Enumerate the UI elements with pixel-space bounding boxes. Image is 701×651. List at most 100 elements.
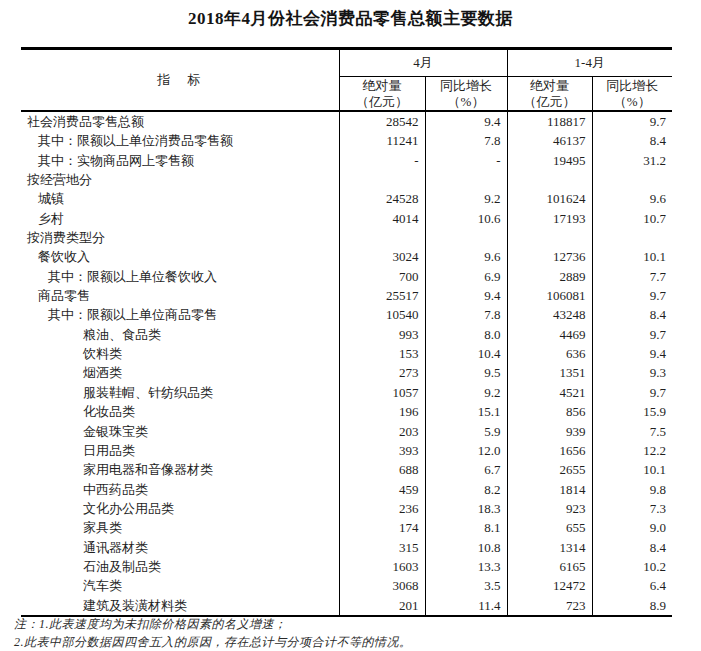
row-value-cell: 1656 [507,441,592,460]
header-line: （%） [426,94,507,110]
row-value-cell: 43248 [507,305,592,324]
row-indicator-label: 服装鞋帽、针纺织品类 [21,383,339,402]
row-indicator-label: 汽车类 [21,576,339,595]
row-indicator-label: 化妆品类 [21,402,339,421]
header-line: 绝对量 [508,78,592,94]
row-indicator-label: 金银珠宝类 [21,422,339,441]
col-group-april: 4月 [339,49,507,77]
header-line: （%） [593,94,673,110]
header-line: （亿元） [508,94,592,110]
row-value-cell: 856 [507,402,592,421]
header-line: 绝对量 [340,78,425,94]
row-indicator-label: 家用电器和音像器材类 [21,460,339,479]
col-header-jan-apr-yoy: 同比增长 （%） [592,77,672,112]
table-row: 通讯器材类31510.813148.4 [21,538,672,557]
col-header-indicator: 指 标 [21,49,339,112]
row-value-cell [507,228,592,247]
row-value-cell: 174 [339,518,425,537]
row-value-cell: 15.9 [592,402,672,421]
page-title: 2018年4月份社会消费品零售总额主要数据 [0,7,701,30]
row-value-cell: 1314 [507,538,592,557]
row-value-cell: 1603 [339,557,425,576]
row-value-cell: 7.8 [425,305,507,324]
table-row: 服装鞋帽、针纺织品类10579.245219.7 [21,383,672,402]
row-value-cell: 17193 [507,209,592,228]
row-value-cell: 4469 [507,325,592,344]
row-value-cell: 393 [339,441,425,460]
table-row: 金银珠宝类2035.99397.5 [21,422,672,441]
row-value-cell: 8.4 [592,131,672,150]
row-value-cell: 6.7 [425,460,507,479]
row-value-cell: 10.7 [592,209,672,228]
table-row: 按经营地分 [21,170,672,189]
row-value-cell: 9.7 [592,111,672,131]
row-indicator-label: 饮料类 [21,344,339,363]
row-value-cell: 12472 [507,576,592,595]
footnotes: 注：1.此表速度均为未扣除价格因素的名义增速； 2.此表中部分数据因四舍五入的原… [14,616,412,651]
row-indicator-label: 其中：限额以上单位餐饮收入 [21,267,339,286]
row-value-cell: 2655 [507,460,592,479]
row-value-cell: 7.5 [592,422,672,441]
row-value-cell: 10.8 [425,538,507,557]
row-value-cell: 4521 [507,383,592,402]
col-group-jan-apr: 1-4月 [507,49,672,77]
row-value-cell: 9.7 [592,325,672,344]
row-value-cell: 939 [507,422,592,441]
row-value-cell: 9.6 [425,247,507,266]
row-value-cell: 3024 [339,247,425,266]
data-table: 指 标 4月 1-4月 绝对量 （亿元） 同比增长 （%） 绝对量 （ [21,47,672,617]
row-value-cell: 6165 [507,557,592,576]
table-row: 化妆品类19615.185615.9 [21,402,672,421]
row-indicator-label: 建筑及装潢材料类 [21,596,339,616]
row-value-cell: 993 [339,325,425,344]
row-value-cell: 7.7 [592,267,672,286]
row-value-cell: 3068 [339,576,425,595]
row-value-cell: 201 [339,596,425,616]
row-value-cell: 923 [507,499,592,518]
row-value-cell: 5.9 [425,422,507,441]
row-value-cell: 9.6 [592,189,672,208]
row-value-cell [592,228,672,247]
table-row: 烟酒类2739.513519.3 [21,363,672,382]
table-row: 日用品类39312.0165612.2 [21,441,672,460]
header-line: 同比增长 [593,78,673,94]
row-value-cell: 6.9 [425,267,507,286]
table-row: 汽车类30683.5124726.4 [21,576,672,595]
row-value-cell: 8.9 [592,596,672,616]
table-row: 建筑及装潢材料类20111.47238.9 [21,596,672,616]
table-row: 商品零售255179.41060819.7 [21,286,672,305]
table-body: 社会消费品零售总额285429.41188179.7其中：限额以上单位消费品零售… [21,111,672,616]
row-value-cell: 9.0 [592,518,672,537]
row-value-cell: 2889 [507,267,592,286]
table-row: 社会消费品零售总额285429.41188179.7 [21,111,672,131]
row-value-cell: 10.1 [592,247,672,266]
row-value-cell: 10540 [339,305,425,324]
row-indicator-label: 粮油、食品类 [21,325,339,344]
row-value-cell: 6.4 [592,576,672,595]
row-value-cell: 19495 [507,151,592,170]
row-value-cell: 8.4 [592,305,672,324]
row-indicator-label: 其中：限额以上单位消费品零售额 [21,131,339,150]
table-row: 其中：实物商品网上零售额--1949531.2 [21,151,672,170]
row-indicator-label: 按经营地分 [21,170,339,189]
table-row: 城镇245289.21016249.6 [21,189,672,208]
row-indicator-label: 日用品类 [21,441,339,460]
table-row: 家具类1748.16559.0 [21,518,672,537]
page: 2018年4月份社会消费品零售总额主要数据 指 标 4月 1-4月 绝对量 （亿… [0,0,701,651]
row-value-cell: 8.2 [425,480,507,499]
row-value-cell: 9.3 [592,363,672,382]
row-value-cell: 7.3 [592,499,672,518]
table-row: 中西药品类4598.218149.8 [21,480,672,499]
row-value-cell: 106081 [507,286,592,305]
table-row: 乡村401410.61719310.7 [21,209,672,228]
row-value-cell: 18.3 [425,499,507,518]
row-value-cell: 196 [339,402,425,421]
row-value-cell: 3.5 [425,576,507,595]
header-group-row: 指 标 4月 1-4月 [21,49,672,77]
table-row: 其中：限额以上单位消费品零售额112417.8461378.4 [21,131,672,150]
row-value-cell [592,170,672,189]
table-row: 饮料类15310.46369.4 [21,344,672,363]
row-value-cell: 25517 [339,286,425,305]
row-value-cell: 273 [339,363,425,382]
col-header-jan-apr-absolute: 绝对量 （亿元） [507,77,592,112]
